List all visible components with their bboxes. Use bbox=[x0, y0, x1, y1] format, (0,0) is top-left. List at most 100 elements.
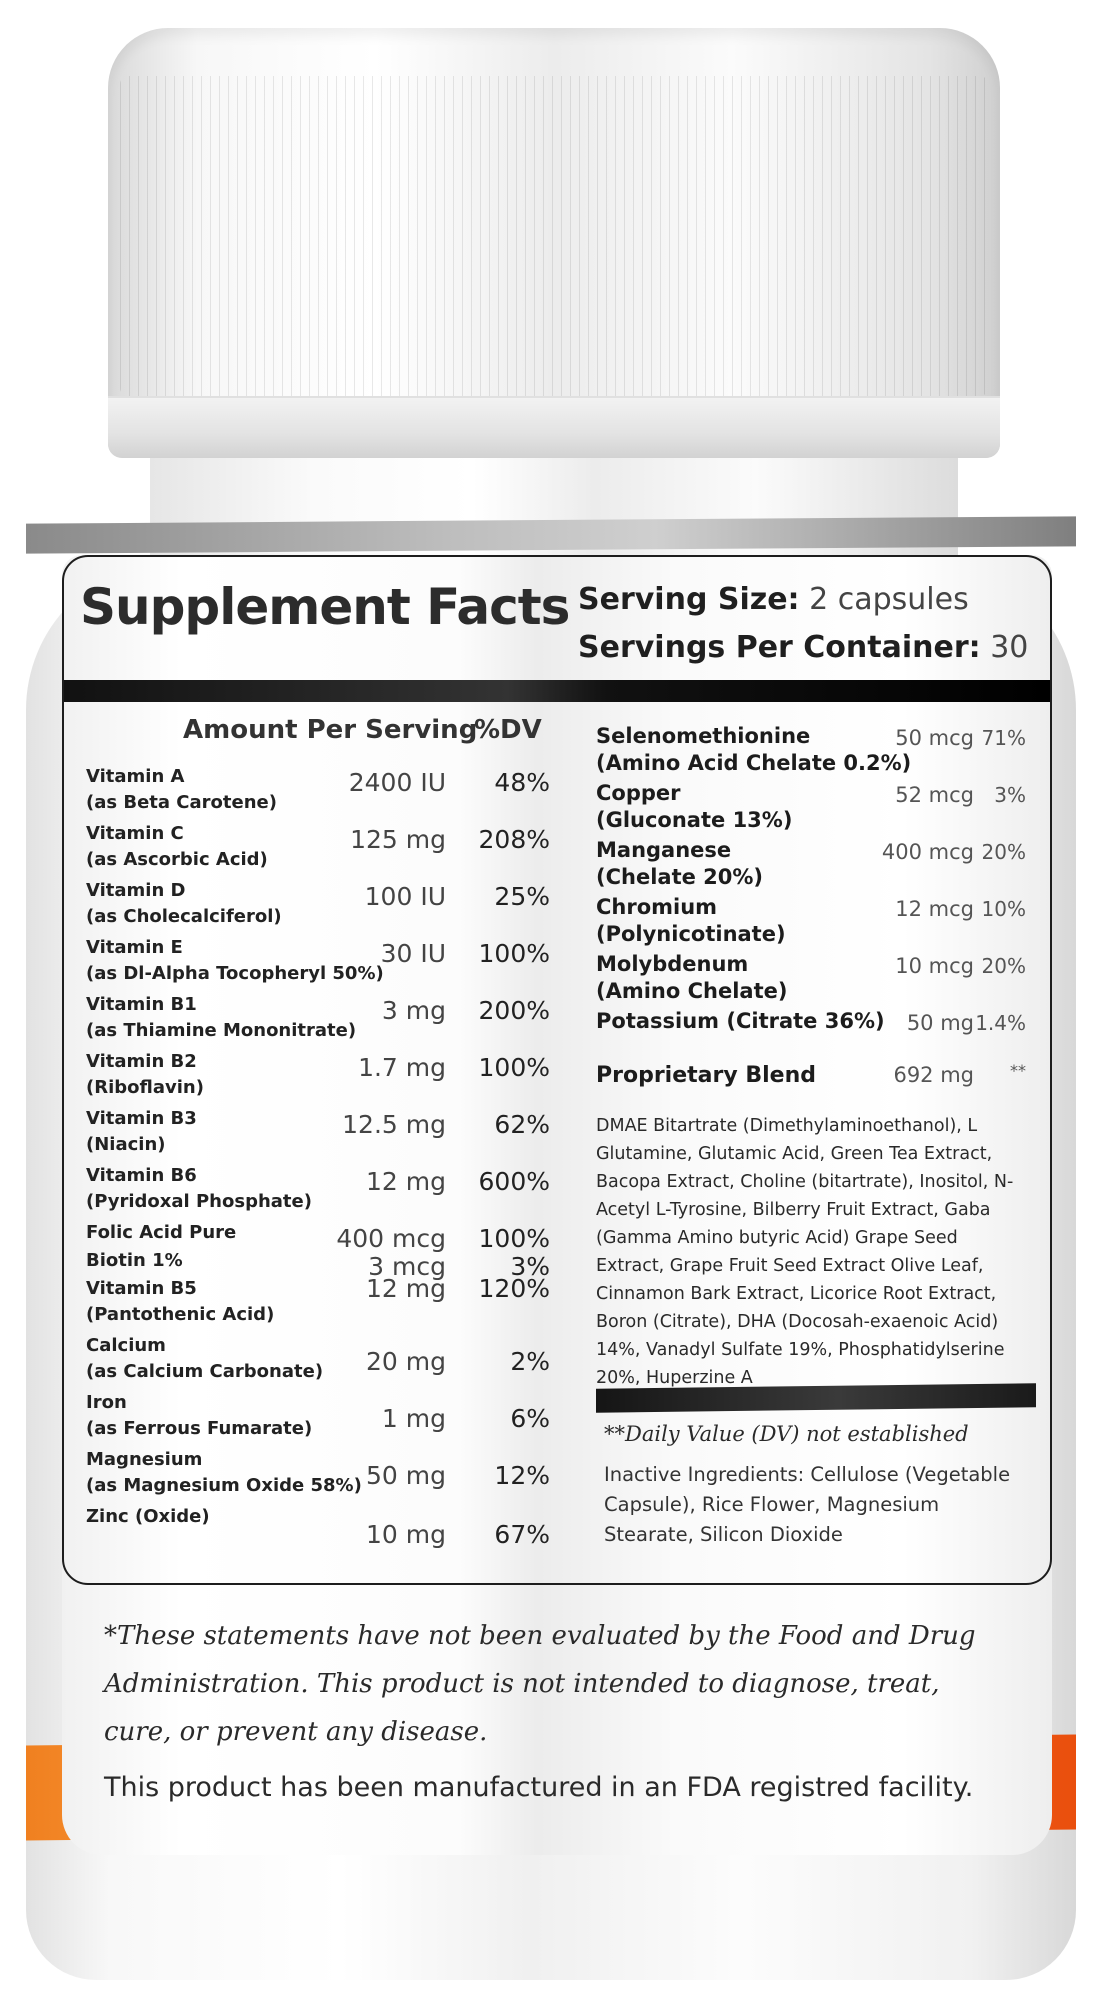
nutrient-source: (as Cholecalciferol) bbox=[86, 906, 282, 927]
servings-per-container-label: Servings Per Container: bbox=[578, 630, 981, 665]
nutrient-source: (as Calcium Carbonate) bbox=[86, 1361, 324, 1382]
minerals-table: Selenomethionine (Amino Acid Chelate 0.2… bbox=[596, 720, 1026, 1035]
table-row: Vitamin D (as Cholecalciferol) 100 IU 25… bbox=[86, 874, 556, 931]
nutrient-name: Chromium bbox=[596, 895, 718, 919]
nutrient-amount: 10 mcg bbox=[895, 954, 974, 978]
cap-band bbox=[108, 396, 1000, 458]
nutrient-dv: 6% bbox=[510, 1404, 550, 1433]
nutrient-name: Magnesium bbox=[86, 1449, 203, 1470]
serving-size: Serving Size: 2 capsules bbox=[578, 576, 1028, 624]
nutrient-name: Vitamin C bbox=[86, 823, 184, 844]
nutrient-dv: 120% bbox=[478, 1274, 550, 1303]
nutrient-amount: 12 mg bbox=[366, 1274, 446, 1303]
nutrient-name: Potassium (Citrate 36%) bbox=[596, 1009, 885, 1033]
nutrient-dv: 2% bbox=[510, 1347, 550, 1376]
nutrient-name: Vitamin B5 bbox=[86, 1278, 197, 1299]
table-row: Vitamin B2 (Riboflavin) 1.7 mg 100% bbox=[86, 1045, 556, 1102]
nutrient-name: Calcium bbox=[86, 1335, 166, 1356]
table-row: Vitamin B3 (Niacin) 12.5 mg 62% bbox=[86, 1102, 556, 1159]
nutrient-dv: 25% bbox=[494, 882, 550, 911]
divider-bar bbox=[64, 680, 1050, 702]
product-label bbox=[62, 555, 1052, 1855]
nutrient-dv: 3% bbox=[994, 783, 1026, 807]
table-row: Iron (as Ferrous Fumarate) 1 mg 6% bbox=[86, 1386, 556, 1443]
nutrient-dv: 20% bbox=[981, 840, 1026, 864]
nutrient-amount: 50 mg bbox=[366, 1461, 446, 1490]
blend-amount: 692 mg bbox=[893, 1063, 974, 1087]
nutrient-amount: 2400 IU bbox=[348, 768, 446, 797]
nutrient-dv: 12% bbox=[494, 1461, 550, 1490]
dv-header: %DV bbox=[474, 715, 542, 745]
nutrient-dv: 600% bbox=[478, 1167, 550, 1196]
nutrient-amount: 50 mg bbox=[906, 1011, 974, 1035]
nutrient-name: Vitamin B1 bbox=[86, 994, 197, 1015]
nutrient-amount: 400 mcg bbox=[881, 840, 974, 864]
nutrient-name: Manganese bbox=[596, 838, 732, 862]
table-row: Potassium (Citrate 36%) 50 mg 1.4% bbox=[596, 1005, 1026, 1035]
nutrient-amount: 3 mg bbox=[381, 996, 446, 1025]
table-row: Molybdenum (Amino Chelate) 10 mcg 20% bbox=[596, 948, 1026, 1005]
dv-footnote: **Daily Value (DV) not established bbox=[604, 1422, 969, 1446]
blend-dv: ** bbox=[1010, 1061, 1026, 1080]
bottle-cap bbox=[108, 28, 1000, 458]
nutrient-name: Vitamin A bbox=[86, 766, 185, 787]
nutrient-amount: 12.5 mg bbox=[342, 1110, 446, 1139]
table-row: Calcium (as Calcium Carbonate) 20 mg 2% bbox=[86, 1329, 556, 1386]
nutrient-name: Folic Acid Pure bbox=[86, 1222, 237, 1243]
nutrient-amount: 1.7 mg bbox=[358, 1053, 446, 1082]
nutrient-source: (as Beta Carotene) bbox=[86, 792, 277, 813]
table-row: Chromium (Polynicotinate) 12 mcg 10% bbox=[596, 891, 1026, 948]
nutrient-amount: 20 mg bbox=[366, 1347, 446, 1376]
blend-ingredients-list: DMAE Bitartrate (Dimethylaminoethanol), … bbox=[596, 1116, 1014, 1388]
nutrient-source: (as Dl-Alpha Tocopheryl 50%) bbox=[86, 963, 384, 984]
nutrient-source: (as Ascorbic Acid) bbox=[86, 849, 268, 870]
nutrient-dv: 200% bbox=[478, 996, 550, 1025]
proprietary-blend-row: Proprietary Blend 692 mg ** bbox=[596, 1061, 1026, 1095]
nutrient-source: (Riboflavin) bbox=[86, 1077, 204, 1098]
vitamins-table: Vitamin A (as Beta Carotene) 2400 IU 48%… bbox=[86, 760, 556, 1557]
servings-per-container: Servings Per Container: 30 bbox=[578, 624, 1028, 672]
table-row: Vitamin C (as Ascorbic Acid) 125 mg 208% bbox=[86, 817, 556, 874]
nutrient-name: Iron bbox=[86, 1392, 127, 1413]
nutrient-name: Molybdenum bbox=[596, 952, 749, 976]
nutrient-source: (as Magnesium Oxide 58%) bbox=[86, 1475, 362, 1496]
table-row: Zinc (Oxide) 10 mg 67% bbox=[86, 1500, 556, 1557]
nutrient-name: Vitamin B2 bbox=[86, 1051, 197, 1072]
nutrient-name: Copper bbox=[596, 781, 681, 805]
fda-disclaimer: *These statements have not been evaluate… bbox=[104, 1621, 976, 1747]
nutrient-amount: 12 mg bbox=[366, 1167, 446, 1196]
nutrient-amount: 12 mcg bbox=[895, 897, 974, 921]
nutrient-dv: 100% bbox=[478, 939, 550, 968]
blend-name: Proprietary Blend bbox=[596, 1063, 816, 1088]
nutrient-name: Selenomethionine bbox=[596, 724, 811, 748]
table-row: Vitamin B5 (Pantothenic Acid) 12 mg 120% bbox=[86, 1272, 556, 1329]
nutrient-source: (Pantothenic Acid) bbox=[86, 1304, 275, 1325]
facility-note: This product has been manufactured in an… bbox=[104, 1772, 974, 1803]
nutrient-dv: 208% bbox=[478, 825, 550, 854]
table-row: Copper (Gluconate 13%) 52 mcg 3% bbox=[596, 777, 1026, 834]
nutrient-amount: 1 mg bbox=[381, 1404, 446, 1433]
table-row: Vitamin B6 (Pyridoxal Phosphate) 12 mg 6… bbox=[86, 1159, 556, 1216]
nutrient-source: (as Thiamine Mononitrate) bbox=[86, 1020, 357, 1041]
table-row: Vitamin A (as Beta Carotene) 2400 IU 48% bbox=[86, 760, 556, 817]
serving-size-label: Serving Size: bbox=[578, 582, 800, 617]
table-row: Manganese (Chelate 20%) 400 mcg 20% bbox=[596, 834, 1026, 891]
nutrient-amount: 10 mg bbox=[366, 1520, 446, 1549]
nutrient-dv: 10% bbox=[981, 897, 1026, 921]
nutrient-name: Vitamin B3 bbox=[86, 1108, 197, 1129]
nutrient-name: Biotin 1% bbox=[86, 1250, 183, 1271]
nutrient-dv: 1.4% bbox=[975, 1011, 1026, 1035]
inactive-ingredients: Inactive Ingredients: Cellulose (Vegetab… bbox=[604, 1463, 1011, 1546]
table-row: Magnesium (as Magnesium Oxide 58%) 50 mg… bbox=[86, 1443, 556, 1500]
servings-per-container-value: 30 bbox=[990, 630, 1029, 665]
nutrient-dv: 100% bbox=[478, 1053, 550, 1082]
nutrient-name: Vitamin E bbox=[86, 937, 183, 958]
nutrient-name: Zinc (Oxide) bbox=[86, 1506, 210, 1527]
nutrient-amount: 125 mg bbox=[350, 825, 446, 854]
nutrient-dv: 3% bbox=[510, 1252, 550, 1281]
nutrient-amount: 100 IU bbox=[364, 882, 446, 911]
nutrient-source: (Niacin) bbox=[86, 1134, 166, 1155]
nutrient-dv: 48% bbox=[494, 768, 550, 797]
nutrient-source: (Amino Chelate) bbox=[596, 979, 788, 1003]
nutrient-dv: 100% bbox=[478, 1224, 550, 1253]
